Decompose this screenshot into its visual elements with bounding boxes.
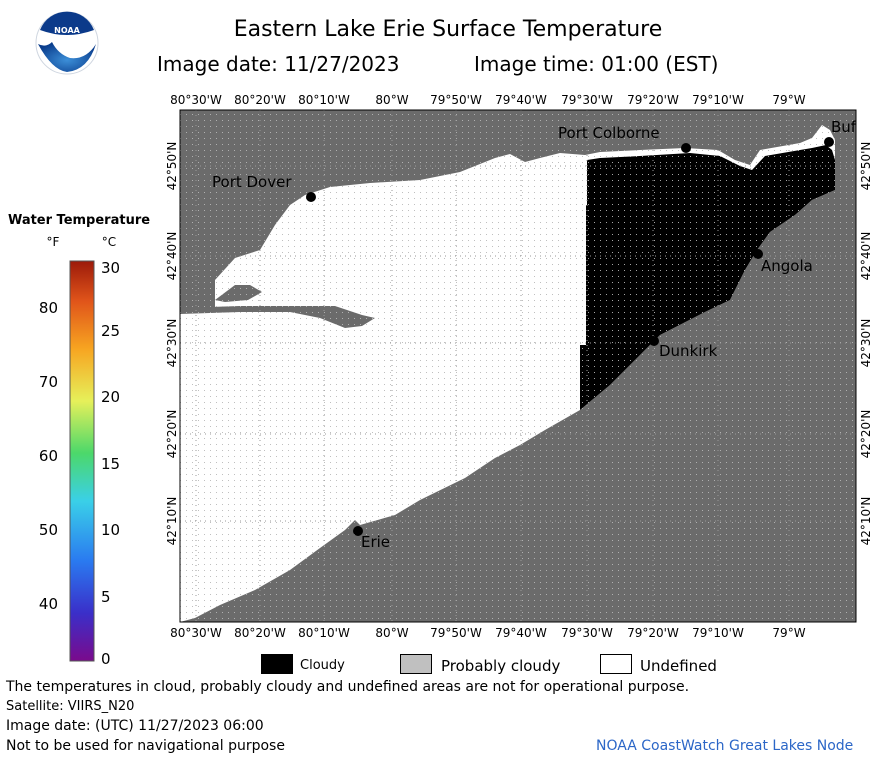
colorbar-f-tick: 60	[39, 447, 58, 465]
lon-label-bottom: 79°30'W	[561, 626, 613, 640]
lat-label-right: 42°10'N	[859, 497, 873, 546]
label-port-dover: Port Dover	[212, 173, 292, 191]
label-angola: Angola	[761, 257, 813, 275]
lat-label-left: 42°20'N	[165, 410, 179, 459]
lon-label-top: 79°10'W	[692, 93, 744, 107]
colorbar-f-tick: 70	[39, 373, 58, 391]
marker-erie	[353, 526, 363, 536]
graticule	[180, 110, 856, 622]
legend-cloudy: Cloudy	[300, 658, 345, 673]
lon-label-top: 80°W	[375, 93, 408, 107]
colorbar-c-tick: 30	[101, 259, 120, 277]
marker-buffalo	[824, 137, 834, 147]
footer-note: The temperatures in cloud, probably clou…	[6, 679, 690, 695]
colorbar-c-tick: 25	[101, 322, 120, 340]
noaa-logo-text: NOAA	[54, 26, 80, 35]
colorbar-f-tick: 80	[39, 299, 58, 317]
footer-satellite: Satellite: VIIRS_N20	[6, 699, 135, 714]
lat-label-right: 42°30'N	[859, 319, 873, 368]
label-buffalo: Buf	[831, 118, 857, 136]
marker-port-dover	[306, 192, 316, 202]
legend-swatch-undefined	[600, 654, 632, 674]
legend-swatch-cloudy	[261, 654, 293, 674]
marker-dunkirk	[649, 336, 659, 346]
lon-label-top: 80°30'W	[170, 93, 222, 107]
footer-utc-date: Image date: (UTC) 11/27/2023 06:00	[6, 718, 264, 734]
colorbar-c-tick: 15	[101, 455, 120, 473]
image-time: Image time: 01:00 (EST)	[474, 52, 719, 76]
legend-probably-cloudy: Probably cloudy	[441, 657, 561, 675]
map-frame	[179, 109, 857, 623]
footer-credit: NOAA CoastWatch Great Lakes Node	[596, 738, 854, 754]
lon-label-bottom: 80°10'W	[298, 626, 350, 640]
lon-label-bottom: 79°W	[772, 626, 805, 640]
footer-nav-warning: Not to be used for navigational purpose	[6, 738, 285, 754]
colorbar-gradient	[69, 260, 95, 662]
lat-label-left: 42°30'N	[165, 319, 179, 368]
lon-label-bottom: 79°40'W	[495, 626, 547, 640]
colorbar-c-tick: 5	[101, 588, 111, 606]
image-date: Image date: 11/27/2023	[157, 52, 400, 76]
legend-swatch-probably-cloudy	[400, 654, 432, 674]
colorbar-f-tick: 40	[39, 595, 58, 613]
colorbar-unit-c: °C	[102, 235, 116, 249]
colorbar-unit-f: °F	[47, 235, 60, 249]
map-area: Port Dover Port Colborne Buf Angola Dunk…	[165, 93, 873, 640]
color-bar: Water Temperature °F °C 80 70 60 50 40 3…	[8, 213, 150, 668]
marker-angola	[753, 249, 763, 259]
lon-label-top: 79°50'W	[430, 93, 482, 107]
lon-label-bottom: 79°10'W	[692, 626, 744, 640]
lon-label-top: 79°W	[772, 93, 805, 107]
colorbar-c-tick: 0	[101, 650, 111, 668]
map-title: Eastern Lake Erie Surface Temperature	[233, 17, 663, 42]
colorbar-f-tick: 50	[39, 521, 58, 539]
lat-label-left: 42°10'N	[165, 497, 179, 546]
lon-label-top: 79°40'W	[495, 93, 547, 107]
lon-label-top: 79°20'W	[627, 93, 679, 107]
lon-label-bottom: 79°20'W	[627, 626, 679, 640]
lat-label-left: 42°40'N	[165, 232, 179, 281]
lon-label-top: 79°30'W	[561, 93, 613, 107]
lon-label-bottom: 80°20'W	[234, 626, 286, 640]
label-erie: Erie	[361, 533, 390, 551]
noaa-logo: NOAA	[35, 11, 99, 75]
lon-label-top: 80°20'W	[234, 93, 286, 107]
lon-label-bottom: 79°50'W	[430, 626, 482, 640]
lon-label-bottom: 80°30'W	[170, 626, 222, 640]
lat-label-left: 42°50'N	[165, 142, 179, 191]
legend-undefined: Undefined	[640, 657, 717, 675]
colorbar-c-tick: 10	[101, 521, 120, 539]
label-dunkirk: Dunkirk	[659, 342, 718, 360]
label-port-colborne: Port Colborne	[558, 124, 660, 142]
colorbar-c-tick: 20	[101, 388, 120, 406]
marker-port-colborne	[681, 143, 691, 153]
colorbar-title: Water Temperature	[8, 213, 150, 228]
city-markers	[306, 137, 834, 536]
lon-label-bottom: 80°W	[375, 626, 408, 640]
lat-label-right: 42°40'N	[859, 232, 873, 281]
lat-label-right: 42°50'N	[859, 142, 873, 191]
lon-label-top: 80°10'W	[298, 93, 350, 107]
lat-label-right: 42°20'N	[859, 410, 873, 459]
